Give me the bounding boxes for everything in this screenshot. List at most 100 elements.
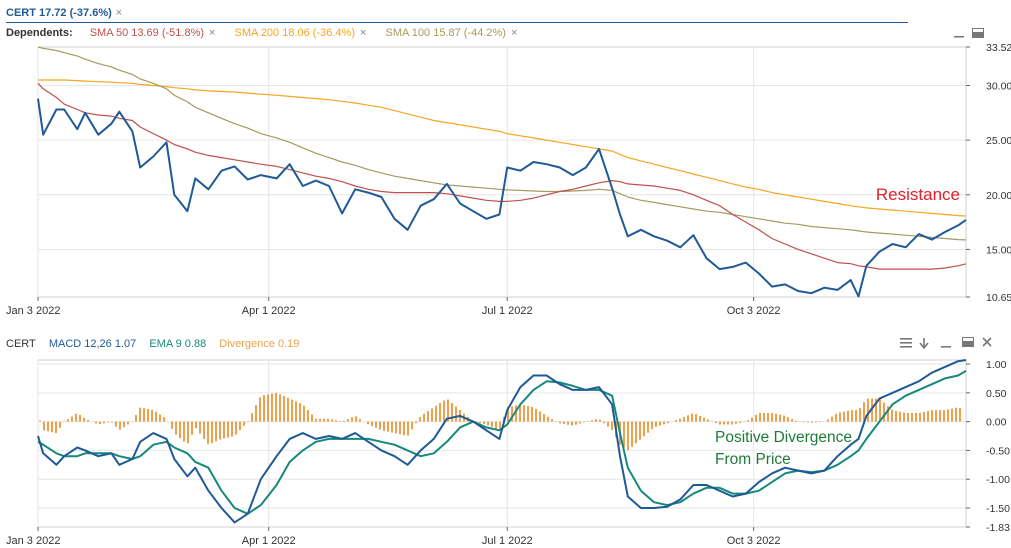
divergence-label[interactable]: Divergence 0.19: [219, 338, 300, 350]
divergence-bar: [343, 420, 345, 422]
sma100-label[interactable]: SMA 100 15.87 (-44.2%): [385, 27, 506, 39]
divergence-bar: [643, 421, 645, 437]
divergence-bar: [507, 407, 509, 422]
divergence-bar: [559, 421, 561, 424]
divergence-bar: [591, 420, 593, 422]
divergence-bar: [699, 415, 701, 422]
divergence-bar: [451, 403, 453, 422]
divergence-bar: [83, 417, 85, 422]
macd-x-tick-label: Oct 3 2022: [727, 535, 781, 547]
divergence-bar: [719, 421, 721, 425]
divergence-bar: [59, 421, 61, 428]
divergence-bar: [367, 421, 369, 425]
minimize-icon[interactable]: [941, 346, 951, 348]
close-icon[interactable]: [982, 337, 992, 347]
sma-50-line: [37, 82, 967, 270]
maximize-icon[interactable]: [962, 337, 974, 347]
divergence-bar: [607, 421, 609, 427]
menu-icon[interactable]: [900, 346, 912, 348]
divergence-bar: [779, 414, 781, 422]
divergence-bar: [263, 395, 265, 422]
price-y-tick-label: 33.52: [986, 42, 1011, 54]
divergence-bar: [923, 411, 925, 422]
divergence-bar: [127, 421, 129, 425]
divergence-bar: [551, 418, 553, 422]
divergence-bar: [215, 421, 217, 442]
divergence-bar: [139, 407, 141, 422]
sma100-close-icon[interactable]: ×: [510, 27, 518, 39]
minimize-icon[interactable]: [954, 36, 964, 38]
divergence-bar: [867, 398, 869, 422]
divergence-bar: [751, 417, 753, 422]
divergence-bar: [603, 421, 605, 424]
menu-icon[interactable]: [900, 338, 912, 340]
price-y-tick-label: 10.65: [986, 292, 1011, 304]
divergence-bar: [951, 408, 953, 422]
divergence-bar: [815, 421, 817, 423]
divergence-bar: [715, 421, 717, 423]
sma200-label[interactable]: SMA 200 18.06 (-36.4%): [234, 27, 355, 39]
divergence-bar: [791, 418, 793, 422]
sma50-label[interactable]: SMA 50 13.69 (-51.8%): [89, 27, 205, 39]
divergence-bar: [807, 421, 809, 423]
divergence-bar: [523, 405, 525, 422]
ema-label[interactable]: EMA 9 0.88: [149, 338, 207, 350]
divergence-bar: [683, 417, 685, 422]
macd-label[interactable]: MACD 12,26 1.07: [48, 338, 137, 350]
divergence-bar: [651, 421, 653, 430]
divergence-bar: [355, 416, 357, 422]
maximize-icon[interactable]: [972, 28, 984, 38]
divergence-bar: [487, 421, 489, 426]
menu-icon[interactable]: [900, 342, 912, 344]
divergence-bar: [291, 399, 293, 422]
divergence-bar: [539, 411, 541, 422]
resistance-annotation: Resistance: [876, 185, 960, 204]
sma50-close-icon[interactable]: ×: [209, 27, 216, 39]
divergence-bar: [919, 412, 921, 422]
price-x-tick-label: Oct 3 2022: [727, 305, 781, 317]
divergence-bar: [39, 420, 41, 422]
divergence-bar: [735, 421, 737, 424]
divergence-bar: [543, 414, 545, 422]
move-down-icon[interactable]: [919, 338, 929, 350]
macd-line: [37, 359, 967, 524]
divergence-bar: [843, 411, 845, 422]
divergence-bar: [703, 417, 705, 422]
divergence-bar: [379, 421, 381, 430]
divergence-bar: [455, 406, 457, 422]
divergence-bar: [255, 405, 257, 422]
divergence-bar: [295, 401, 297, 422]
maximize-icon-bar: [963, 338, 973, 341]
divergence-bar: [331, 419, 333, 422]
divergence-bar: [427, 411, 429, 422]
symbol-close-icon[interactable]: ×: [115, 7, 123, 19]
divergence-bar: [231, 421, 233, 437]
divergence-bar: [483, 421, 485, 424]
header-divider: [6, 22, 908, 23]
divergence-bar: [959, 408, 961, 422]
macd-y-tick-label: 1.00: [986, 359, 1007, 371]
divergence-bar: [79, 414, 81, 422]
divergence-bar: [179, 421, 181, 439]
divergence-bar: [435, 405, 437, 422]
divergence-bar: [371, 421, 373, 427]
divergence-bar: [759, 412, 761, 422]
divergence-bar: [267, 394, 269, 422]
divergence-bar: [831, 416, 833, 422]
divergence-bar: [151, 409, 153, 422]
divergence-bar: [375, 421, 377, 428]
divergence-bar: [631, 421, 633, 447]
divergence-bar: [211, 421, 213, 444]
divergence-bar: [627, 421, 629, 451]
divergence-bar: [859, 407, 861, 422]
divergence-bar: [527, 406, 529, 422]
divergence-bar: [687, 415, 689, 422]
divergence-bar: [943, 410, 945, 422]
divergence-bar: [395, 421, 397, 434]
macd-y-tick-label: -1.50: [986, 503, 1010, 515]
divergence-bar: [895, 410, 897, 422]
divergence-bar: [247, 421, 249, 422]
cert-line: [37, 98, 967, 298]
sma200-close-icon[interactable]: ×: [360, 27, 367, 39]
divergence-bar: [187, 421, 189, 444]
